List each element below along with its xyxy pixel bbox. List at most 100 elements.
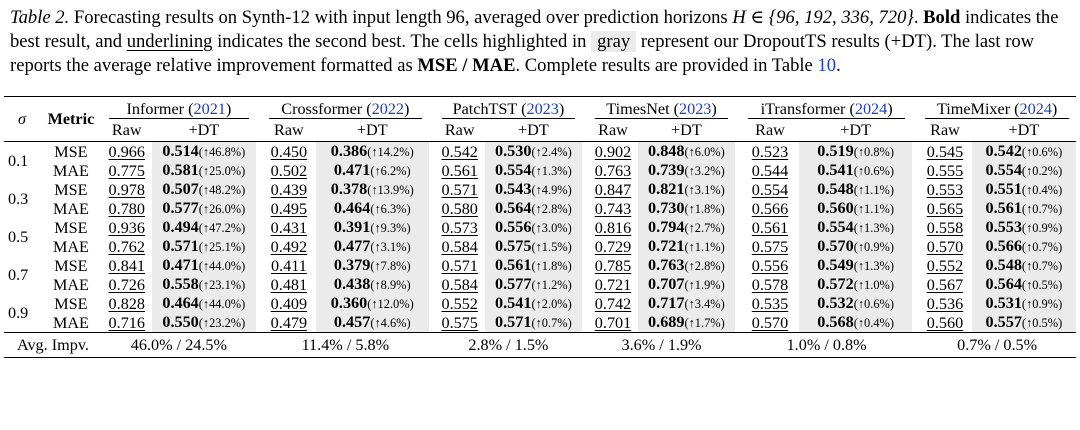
avg-improvement-row: Avg. Impv. 46.0% / 24.5% 11.4% / 5.8% 2.8% … — [4, 332, 1076, 358]
dt-value-cell: 0.494(↑47.2%) — [151, 218, 256, 237]
raw-subheader: Raw — [274, 121, 304, 139]
improvement-value: ↑0.4% — [1026, 183, 1059, 197]
raw-value: 0.552 — [441, 294, 478, 313]
dt-value: 0.721 — [648, 237, 685, 255]
paren: ) — [409, 145, 414, 159]
model-year-link[interactable]: 2023 — [526, 100, 559, 118]
dt-subheader: +DT — [840, 121, 871, 139]
raw-value: 0.523 — [751, 142, 789, 161]
improvement-value: ↑0.9% — [857, 240, 890, 254]
dt-value-cell: 0.438(↑8.9%) — [315, 275, 429, 294]
model-year-link[interactable]: 2024 — [854, 100, 888, 118]
raw-subheader: Raw — [111, 121, 142, 139]
paren: ( — [684, 202, 689, 216]
paren: ( — [853, 316, 858, 330]
paren: ( — [198, 316, 203, 330]
raw-value: 0.571 — [441, 180, 478, 199]
avg-value: 11.4% / 5.8% — [261, 332, 429, 358]
dt-value: 0.557 — [985, 313, 1022, 331]
sigma-value: 0.5 — [8, 228, 29, 246]
raw-value-cell: 0.545 — [918, 141, 972, 161]
improvement-value: ↑0.7% — [535, 316, 568, 330]
dt-subheader: +DT — [671, 121, 702, 139]
dt-value: 0.532 — [817, 294, 854, 312]
raw-value-cell: 0.411 — [262, 256, 316, 275]
model-year-link[interactable]: 2023 — [679, 100, 712, 118]
dt-value-cell: 0.391(↑9.3%) — [315, 218, 429, 237]
paren: ) — [1058, 240, 1063, 254]
column-gap — [912, 96, 919, 119]
raw-value: 0.567 — [926, 275, 964, 294]
dt-value-cell: 0.730(↑1.8%) — [637, 199, 735, 218]
paren: ( — [1021, 316, 1027, 330]
improvement-value: ↑0.5% — [1026, 278, 1059, 292]
raw-value: 0.536 — [926, 294, 964, 313]
improvement-value: ↑0.5% — [1026, 316, 1059, 330]
dt-value: 0.360 — [330, 294, 368, 312]
dt-value: 0.471 — [333, 161, 371, 179]
paren: ( — [198, 145, 203, 159]
raw-value: 0.479 — [270, 313, 308, 332]
raw-value: 0.716 — [108, 313, 145, 332]
paren: ( — [853, 240, 858, 254]
dt-value-cell: 0.571(↑25.1%) — [151, 237, 256, 256]
sub-header-row: Raw +DT Raw +DT Raw +DT Raw +DT Raw +DT Raw +DT — [4, 119, 1076, 142]
avg-value: 3.6% / 1.9% — [588, 332, 735, 358]
paren: ( — [853, 164, 858, 178]
improvement-value: ↑0.6% — [857, 297, 890, 311]
raw-value: 0.542 — [441, 142, 478, 161]
raw-value: 0.561 — [441, 161, 478, 180]
model-header: Crossformer (2022) — [261, 96, 429, 119]
caption-text-6: . Complete results are provided in Table — [515, 55, 818, 76]
caption-table-ref-link[interactable]: 10 — [817, 55, 837, 76]
dt-value-cell: 0.457(↑4.6%) — [315, 313, 429, 333]
raw-value-cell: 0.966 — [101, 141, 152, 161]
dt-value-cell: 0.577(↑26.0%) — [151, 199, 256, 218]
dt-value: 0.549 — [817, 256, 854, 274]
caption-math: H ∈ {96, 192, 336, 720} — [732, 7, 914, 28]
paren: ( — [684, 240, 689, 254]
caption-text-3: indicates the best result, and — [10, 7, 1059, 52]
paren: ) — [241, 259, 246, 273]
paren: ) — [567, 145, 572, 159]
paren: ( — [1021, 221, 1027, 235]
table-row: MAE 0.775 0.581(↑25.0%) 0.502 0.471(↑6.2%) 0.… — [4, 161, 1076, 180]
paren: ) — [409, 183, 414, 197]
dt-value: 0.577 — [495, 275, 532, 293]
results-table: σ Metric Informer (2021) Crossformer (202… — [4, 96, 1076, 358]
dt-value-cell: 0.556(↑3.0%) — [484, 218, 583, 237]
improvement-value: ↑2.0% — [535, 297, 568, 311]
model-year-link[interactable]: 2022 — [371, 100, 404, 118]
table-row: MAE 0.726 0.558(↑23.1%) 0.481 0.438(↑8.9%) 0.… — [4, 275, 1076, 294]
raw-value-cell: 0.565 — [918, 199, 971, 218]
raw-value: 0.570 — [751, 313, 789, 332]
raw-value-cell: 0.542 — [434, 141, 485, 161]
paren: ( — [198, 164, 203, 178]
paren: ) — [720, 240, 725, 254]
dt-value: 0.464 — [333, 199, 371, 217]
raw-value-cell: 0.535 — [741, 294, 799, 313]
raw-value: 0.545 — [926, 142, 964, 161]
metric-label: MAE — [52, 199, 89, 218]
raw-value-cell: 0.902 — [588, 141, 638, 161]
dt-value-cell: 0.707(↑1.9%) — [637, 275, 735, 294]
dt-value: 0.548 — [985, 256, 1022, 274]
model-year-link[interactable]: 2024 — [1019, 100, 1052, 118]
improvement-value: ↑8.9% — [374, 278, 407, 292]
dt-value: 0.554 — [495, 161, 532, 179]
avg-value: 0.7% / 0.5% — [918, 332, 1076, 358]
paren: ) — [720, 278, 725, 292]
paren: ) — [720, 316, 725, 330]
raw-value-cell: 0.555 — [918, 161, 971, 180]
raw-value: 0.902 — [594, 142, 632, 161]
dt-value: 0.514 — [162, 142, 199, 160]
dt-value: 0.689 — [648, 313, 685, 331]
metric-label: MAE — [52, 275, 89, 294]
paren: ( — [853, 297, 858, 311]
sigma-value: 0.3 — [8, 190, 29, 208]
model-year-link[interactable]: 2021 — [193, 100, 226, 118]
raw-value: 0.828 — [108, 294, 145, 313]
dt-value: 0.730 — [648, 199, 685, 217]
paren: ( — [370, 259, 375, 273]
dt-value: 0.541 — [817, 161, 854, 179]
